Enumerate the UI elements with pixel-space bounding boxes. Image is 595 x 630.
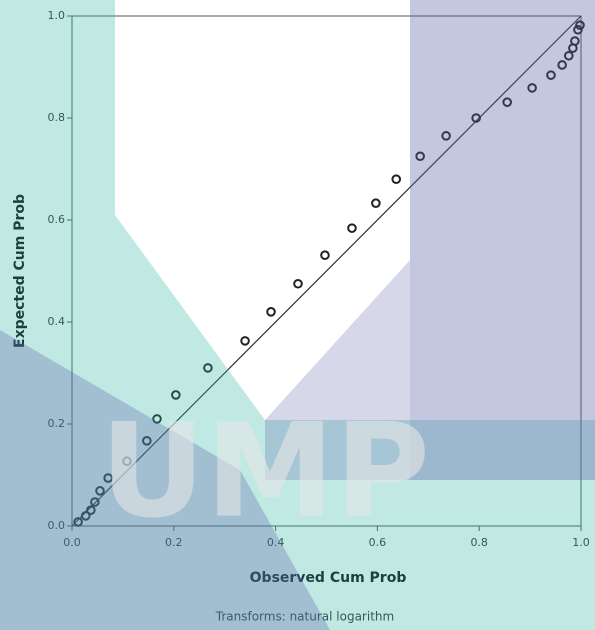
x-tick-label: 0.6 [369, 536, 387, 549]
page: 0.0 0.2 0.4 0.6 0.8 1.0 0.0 0.2 0.4 0.6 0.8 1.0 Obs… [0, 0, 595, 630]
y-axis-title: Expected Cum Prob [12, 194, 28, 348]
y-tick-label: 0.6 [48, 213, 66, 226]
y-tick-label: 0.2 [48, 417, 66, 430]
x-tick-label: 0.4 [267, 536, 285, 549]
footnote: Transforms: natural logarithm [215, 610, 394, 624]
background [0, 0, 595, 630]
x-tick-label: 0.0 [63, 536, 81, 549]
y-tick-label: 0.0 [48, 519, 66, 532]
x-tick-label: 1.0 [572, 536, 590, 549]
chart: 0.0 0.2 0.4 0.6 0.8 1.0 0.0 0.2 0.4 0.6 0.8 1.0 Obs… [0, 0, 595, 630]
y-tick-label: 0.4 [48, 315, 66, 328]
y-tick-label: 1.0 [48, 9, 66, 22]
x-tick-label: 0.8 [470, 536, 488, 549]
y-tick-label: 0.8 [48, 111, 66, 124]
x-tick-label: 0.2 [165, 536, 183, 549]
x-axis-title: Observed Cum Prob [250, 570, 407, 586]
